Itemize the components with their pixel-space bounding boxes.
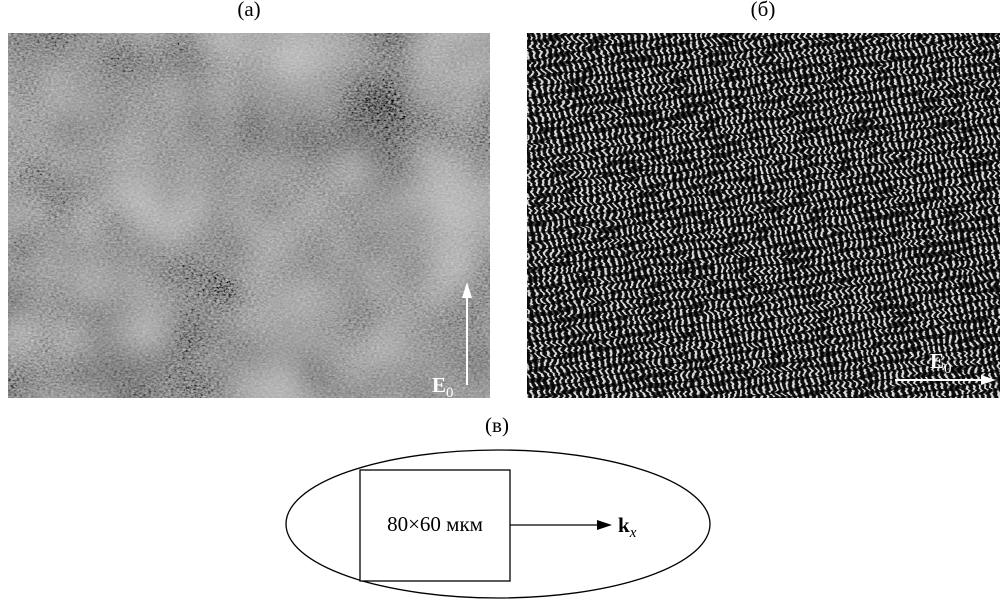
area-label: 80×60 мкм bbox=[387, 512, 483, 536]
field-subscript: 0 bbox=[446, 385, 454, 401]
wave-subscript: x bbox=[629, 525, 637, 541]
field-symbol: E bbox=[930, 349, 944, 373]
figure: (а) E0 (б) E0 (в) 80×60 мкм kx bbox=[0, 0, 1000, 599]
micrograph-texture bbox=[8, 33, 490, 398]
wave-symbol: k bbox=[618, 513, 630, 537]
arrow-head bbox=[597, 520, 612, 530]
panel-label: (в) bbox=[485, 413, 509, 437]
field-subscript: 0 bbox=[944, 361, 952, 377]
micrograph-rows bbox=[500, 10, 1000, 420]
panel-label: (б) bbox=[751, 0, 776, 21]
field-symbol: E bbox=[432, 373, 446, 397]
wave-label: kx bbox=[618, 513, 637, 541]
micrograph bbox=[500, 10, 1000, 420]
panel-label: (а) bbox=[237, 0, 260, 21]
